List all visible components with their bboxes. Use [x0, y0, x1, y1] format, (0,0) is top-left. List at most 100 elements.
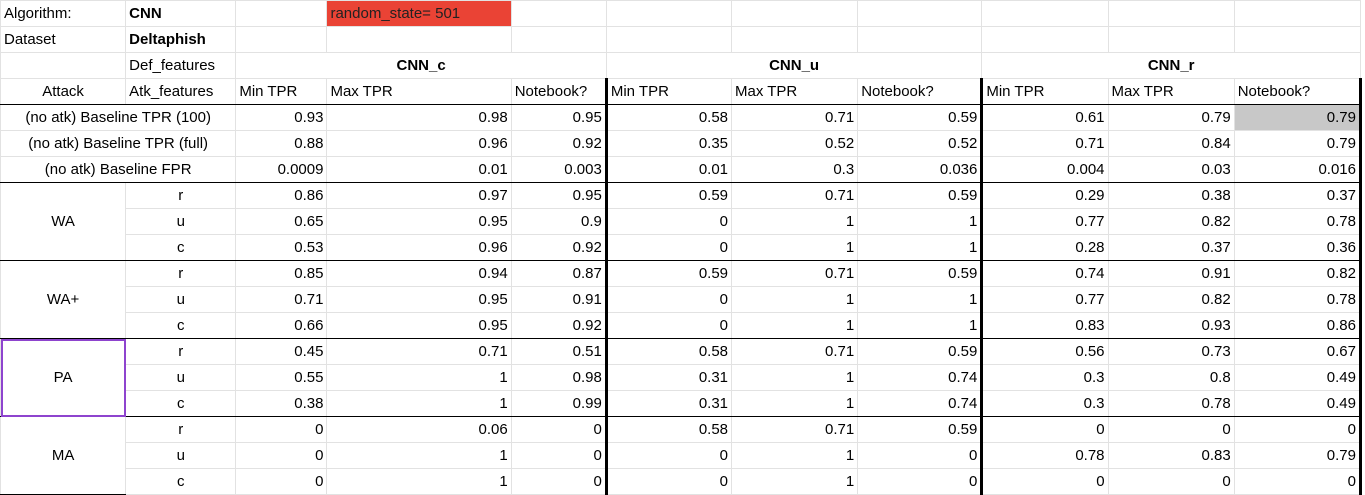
value-cell[interactable]: 0.98 — [326, 104, 512, 131]
value-cell[interactable]: 0.003 — [510, 156, 608, 183]
col-header[interactable]: Notebook? — [510, 78, 608, 105]
value-cell[interactable]: 0.71 — [731, 104, 859, 131]
cell[interactable] — [981, 26, 1109, 53]
dataset-label[interactable]: Dataset — [0, 26, 127, 53]
value-cell[interactable]: 1 — [857, 208, 984, 235]
value-cell[interactable]: 1 — [731, 286, 859, 313]
cell[interactable] — [1107, 0, 1235, 27]
value-cell[interactable]: 0 — [981, 416, 1109, 443]
cell[interactable] — [235, 26, 328, 53]
value-cell[interactable]: 0.004 — [981, 156, 1109, 183]
value-cell[interactable]: 0 — [857, 442, 984, 469]
cell[interactable] — [731, 26, 859, 53]
group-cnn-c[interactable]: CNN_c — [235, 52, 607, 79]
value-cell[interactable]: 0.94 — [326, 260, 512, 287]
value-cell[interactable]: 0.79 — [1233, 442, 1363, 469]
value-cell[interactable]: 0.29 — [981, 182, 1109, 209]
atk-feature[interactable]: r — [125, 338, 237, 365]
value-cell[interactable]: 0.36 — [1233, 234, 1363, 261]
attack-name[interactable]: MA — [0, 416, 127, 495]
value-cell[interactable]: 0.71 — [731, 338, 859, 365]
baseline-label[interactable]: (no atk) Baseline TPR (100) — [0, 104, 237, 131]
col-header[interactable]: Min TPR — [235, 78, 328, 105]
value-cell[interactable]: 1 — [731, 468, 859, 495]
value-cell[interactable]: 0.71 — [731, 416, 859, 443]
cell[interactable] — [1233, 26, 1362, 53]
value-cell[interactable]: 0.88 — [235, 130, 328, 157]
algorithm-label[interactable]: Algorithm: — [0, 0, 127, 27]
atk-feature[interactable]: r — [125, 416, 237, 443]
value-cell[interactable]: 0.59 — [857, 338, 984, 365]
value-cell[interactable]: 0.74 — [857, 390, 984, 417]
value-cell[interactable]: 0.58 — [605, 338, 733, 365]
value-cell[interactable]: 0.93 — [235, 104, 328, 131]
dataset-value[interactable]: Deltaphish — [125, 26, 237, 53]
value-cell[interactable]: 1 — [326, 364, 512, 391]
value-cell[interactable]: 0.77 — [981, 208, 1109, 235]
atk-feature[interactable]: c — [125, 312, 237, 339]
baseline-label[interactable]: (no atk) Baseline FPR — [0, 156, 237, 183]
value-cell[interactable]: 0.77 — [981, 286, 1109, 313]
value-cell[interactable]: 0.98 — [510, 364, 608, 391]
value-cell[interactable]: 0.52 — [857, 130, 984, 157]
cell[interactable] — [510, 26, 607, 53]
value-cell[interactable]: 0.95 — [326, 208, 512, 235]
value-cell[interactable]: 0.71 — [235, 286, 328, 313]
value-cell[interactable]: 0.95 — [326, 312, 512, 339]
value-cell[interactable]: 0 — [510, 442, 608, 469]
value-cell[interactable]: 0 — [605, 442, 733, 469]
value-cell[interactable]: 0.86 — [235, 182, 328, 209]
random-state-cell[interactable]: random_state= 501 — [326, 0, 512, 27]
value-cell[interactable]: 0.51 — [510, 338, 608, 365]
value-cell[interactable]: 0.58 — [605, 104, 733, 131]
value-cell[interactable]: 0.73 — [1107, 338, 1235, 365]
atk-feature[interactable]: c — [125, 390, 237, 417]
value-cell[interactable]: 0.71 — [731, 260, 859, 287]
value-cell[interactable]: 0.31 — [605, 364, 733, 391]
value-cell[interactable]: 0 — [1233, 468, 1363, 495]
value-cell[interactable]: 0.35 — [605, 130, 733, 157]
value-cell[interactable]: 0.0009 — [235, 156, 328, 183]
cell[interactable] — [857, 26, 983, 53]
atk-feature[interactable]: u — [125, 286, 237, 313]
value-cell[interactable]: 0.74 — [981, 260, 1109, 287]
col-header[interactable]: Notebook? — [857, 78, 984, 105]
value-cell[interactable]: 0.74 — [857, 364, 984, 391]
value-cell[interactable]: 0 — [235, 442, 328, 469]
algorithm-value[interactable]: CNN — [125, 0, 237, 27]
value-cell[interactable]: 0.85 — [235, 260, 328, 287]
value-cell[interactable]: 0.92 — [510, 312, 608, 339]
value-cell[interactable]: 0 — [981, 468, 1109, 495]
value-cell[interactable]: 0.78 — [1233, 208, 1363, 235]
value-cell[interactable]: 0.01 — [326, 156, 512, 183]
attack-name[interactable]: WA+ — [0, 260, 127, 339]
value-cell[interactable]: 0 — [605, 286, 733, 313]
col-header[interactable]: Max TPR — [1107, 78, 1235, 105]
value-cell[interactable]: 0.31 — [605, 390, 733, 417]
atk-feature[interactable]: u — [125, 208, 237, 235]
value-cell[interactable]: 0.91 — [510, 286, 608, 313]
value-cell[interactable]: 1 — [857, 312, 984, 339]
value-cell[interactable]: 0.59 — [857, 416, 984, 443]
cell[interactable] — [605, 26, 733, 53]
value-cell[interactable]: 0.91 — [1107, 260, 1235, 287]
value-cell[interactable]: 0.01 — [605, 156, 733, 183]
atk-feature[interactable]: r — [125, 260, 237, 287]
atk-features-header[interactable]: Atk_features — [125, 78, 237, 105]
value-cell[interactable]: 0.82 — [1107, 286, 1235, 313]
value-cell[interactable]: 0 — [857, 468, 984, 495]
cell[interactable] — [857, 0, 983, 27]
atk-feature[interactable]: r — [125, 182, 237, 209]
value-cell[interactable]: 0.93 — [1107, 312, 1235, 339]
value-cell[interactable]: 0 — [605, 208, 733, 235]
value-cell[interactable]: 0 — [605, 234, 733, 261]
value-cell[interactable]: 1 — [731, 364, 859, 391]
cell[interactable] — [0, 52, 127, 79]
value-cell[interactable]: 0.87 — [510, 260, 608, 287]
value-cell[interactable]: 1 — [857, 286, 984, 313]
value-cell[interactable]: 0.65 — [235, 208, 328, 235]
value-cell[interactable]: 0 — [1233, 416, 1363, 443]
cell[interactable] — [981, 0, 1109, 27]
col-header[interactable]: Max TPR — [326, 78, 512, 105]
value-cell[interactable]: 0.45 — [235, 338, 328, 365]
